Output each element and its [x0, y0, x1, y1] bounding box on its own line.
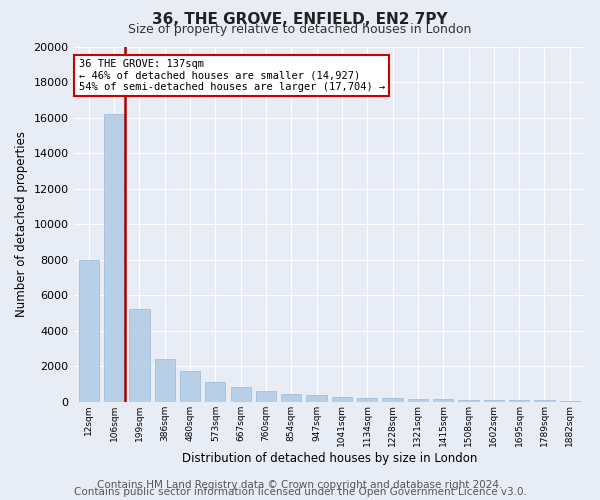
Text: Contains HM Land Registry data © Crown copyright and database right 2024.: Contains HM Land Registry data © Crown c… [97, 480, 503, 490]
Bar [155, 359, 175, 402]
Text: 36 THE GROVE: 137sqm
← 46% of detached houses are smaller (14,927)
54% of semi-d: 36 THE GROVE: 137sqm ← 46% of detached h… [79, 59, 385, 92]
Bar [129, 309, 149, 402]
Bar [408, 399, 428, 402]
Bar [205, 382, 226, 402]
Text: Contains public sector information licensed under the Open Government Licence v3: Contains public sector information licen… [74, 487, 526, 497]
Text: Size of property relative to detached houses in London: Size of property relative to detached ho… [128, 22, 472, 36]
Bar [79, 260, 99, 402]
Bar [535, 400, 554, 402]
Bar [382, 398, 403, 402]
Y-axis label: Number of detached properties: Number of detached properties [15, 131, 28, 317]
Bar [230, 388, 251, 402]
X-axis label: Distribution of detached houses by size in London: Distribution of detached houses by size … [182, 452, 477, 465]
Bar [256, 391, 276, 402]
Bar [433, 400, 454, 402]
Bar [509, 400, 529, 402]
Bar [180, 372, 200, 402]
Bar [560, 400, 580, 402]
Bar [458, 400, 479, 402]
Bar [357, 398, 377, 402]
Bar [484, 400, 504, 402]
Bar [281, 394, 301, 402]
Bar [332, 396, 352, 402]
Text: 36, THE GROVE, ENFIELD, EN2 7PY: 36, THE GROVE, ENFIELD, EN2 7PY [152, 12, 448, 28]
Bar [307, 396, 327, 402]
Bar [104, 114, 124, 402]
